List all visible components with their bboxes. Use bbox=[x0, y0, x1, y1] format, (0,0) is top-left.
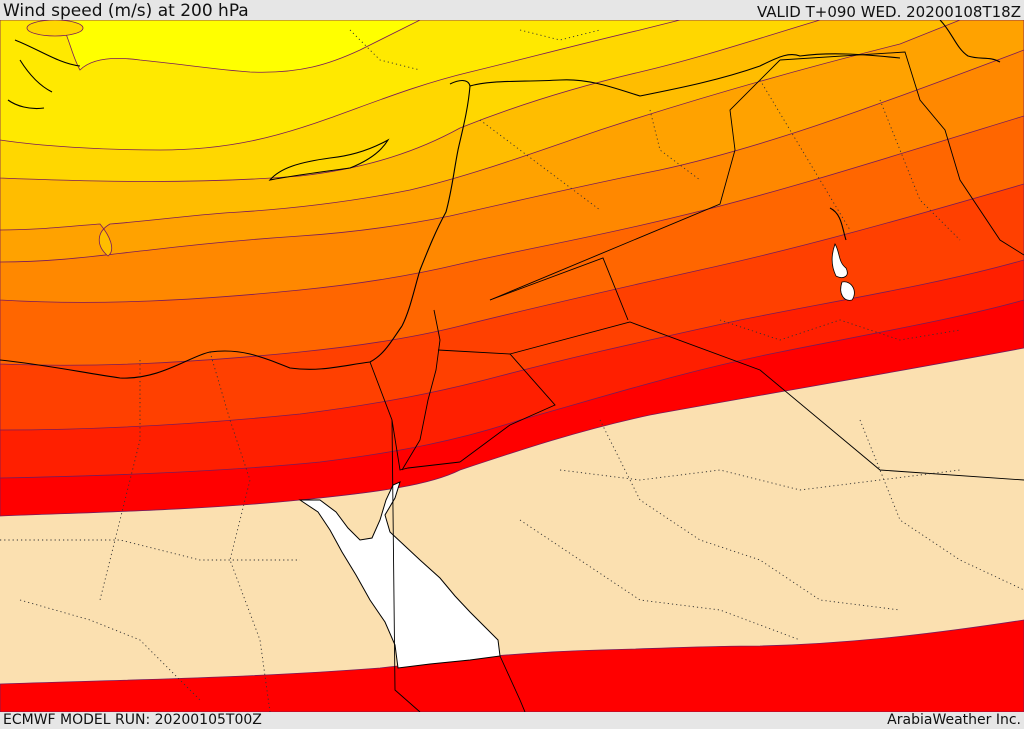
red-sea bbox=[298, 481, 501, 669]
south-red-band bbox=[0, 619, 1024, 712]
lake-2 bbox=[840, 281, 855, 301]
province-borders bbox=[0, 29, 1024, 712]
credit-label: ArabiaWeather Inc. bbox=[887, 712, 1021, 728]
wind-speed-map[interactable] bbox=[0, 20, 1024, 712]
small-jet-core bbox=[26, 20, 84, 37]
lake bbox=[831, 243, 848, 278]
header-bar: Wind speed (m/s) at 200 hPa VALID T+090 … bbox=[0, 0, 1024, 21]
country-borders bbox=[369, 51, 1024, 712]
valid-time: VALID T+090 WED. 20200108T18Z bbox=[756, 3, 1021, 21]
model-run: ECMWF MODEL RUN: 20200105T00Z bbox=[3, 712, 262, 728]
footer-bar: ECMWF MODEL RUN: 20200105T00Z ArabiaWeat… bbox=[0, 712, 1024, 729]
map-title: Wind speed (m/s) at 200 hPa bbox=[3, 1, 249, 21]
